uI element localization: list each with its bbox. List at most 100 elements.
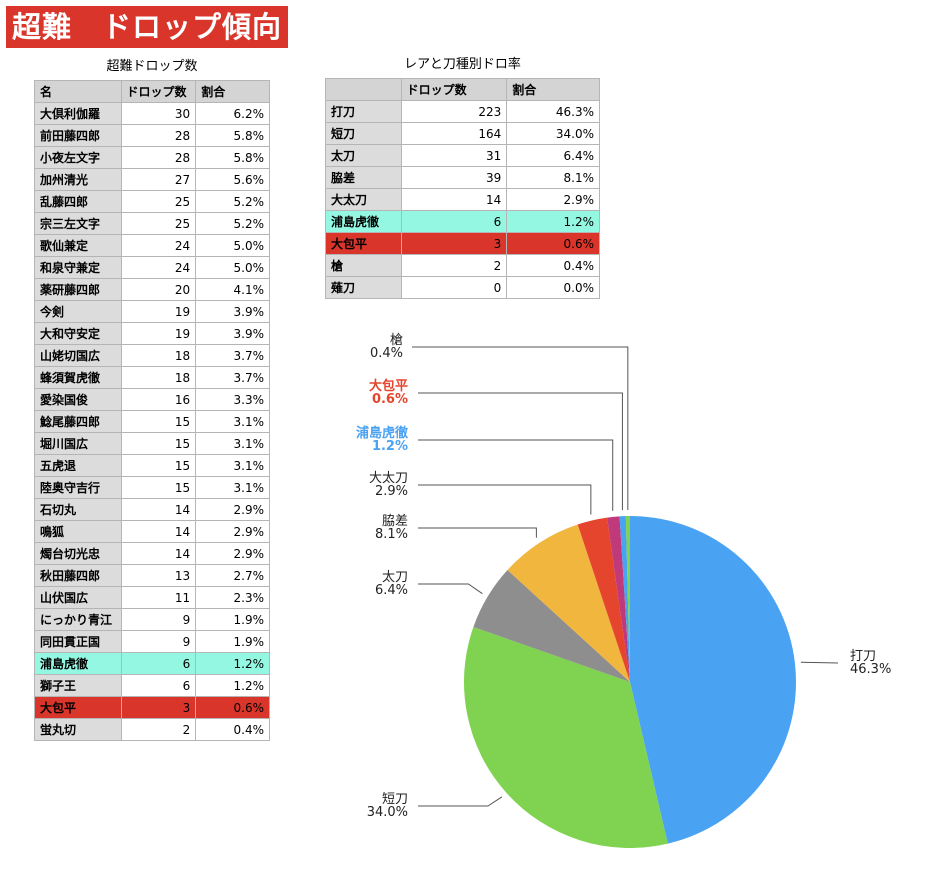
left-table-name-cell: 山伏国広 xyxy=(34,586,122,609)
left-table-pct-cell: 3.3% xyxy=(195,388,270,411)
left-table-row: 堀川国広 15 3.1% xyxy=(34,432,270,455)
left-table-pct-cell: 5.2% xyxy=(195,212,270,235)
right-table-count-cell: 0 xyxy=(400,276,508,299)
left-table-count-cell: 2 xyxy=(120,718,197,741)
left-table-count-cell: 9 xyxy=(120,608,197,631)
pie-label-4: 大太刀 xyxy=(369,471,408,486)
left-table-pct-cell: 5.0% xyxy=(195,234,270,257)
left-table-header-row: 名ドロップ数 割合 xyxy=(34,80,270,103)
left-table-pct-cell: 1.2% xyxy=(195,652,270,675)
right-table-row: 大包平 3 0.6% xyxy=(325,232,600,255)
left-table-row: 愛染国俊 16 3.3% xyxy=(34,388,270,411)
left-table-name-cell: 五虎退 xyxy=(34,454,122,477)
left-table-pct-cell: 4.1% xyxy=(195,278,270,301)
left-table-row: 薬研藤四郎 20 4.1% xyxy=(34,278,270,301)
pie-label-5: 浦島虎徹 xyxy=(356,425,409,441)
left-table-pct-cell: 3.9% xyxy=(195,300,270,323)
left-table-name-cell: 和泉守兼定 xyxy=(34,256,122,279)
right-table-pct-cell: 1.2% xyxy=(506,210,600,233)
left-table-count-cell: 6 xyxy=(120,674,197,697)
pie-label-1: 短刀 xyxy=(382,792,408,807)
left-table-header-cell: ドロップ数 xyxy=(120,80,197,103)
right-table-pct-cell: 6.4% xyxy=(506,144,600,167)
right-table-name-cell: 大包平 xyxy=(325,232,402,255)
left-table-count-cell: 19 xyxy=(120,300,197,323)
left-table-row: 歌仙兼定 24 5.0% xyxy=(34,234,270,257)
left-table-name-cell: 大和守安定 xyxy=(34,322,122,345)
left-table-count-cell: 28 xyxy=(120,124,197,147)
left-table-row: 山伏国広 11 2.3% xyxy=(34,586,270,609)
pie-label-0: 打刀 xyxy=(850,649,876,664)
pie-slice-2 xyxy=(473,569,630,682)
left-table-count-cell: 24 xyxy=(120,256,197,279)
pie-leader-line-3 xyxy=(418,527,537,538)
left-table-row: にっかり青江 9 1.9% xyxy=(34,608,270,631)
pie-label-2: 太刀 xyxy=(382,570,408,585)
left-table-pct-cell: 1.9% xyxy=(195,630,270,653)
pie-slice-0 xyxy=(630,516,796,844)
right-table-row: 薙刀 0 0.0% xyxy=(325,276,600,299)
left-table-name-cell: 薬研藤四郎 xyxy=(34,278,122,301)
left-table-pct-cell: 0.4% xyxy=(195,718,270,741)
right-table-name-cell: 大太刀 xyxy=(325,188,402,211)
right-table-pct-cell: 0.6% xyxy=(506,232,600,255)
left-table-row: 大和守安定 19 3.9% xyxy=(34,322,270,345)
left-table-count-cell: 18 xyxy=(120,344,197,367)
pie-pct-label-7: 0.4% xyxy=(370,346,403,361)
left-table-name-cell: 大包平 xyxy=(34,696,122,719)
left-table-pct-cell: 2.3% xyxy=(195,586,270,609)
left-table-name-cell: 鳴狐 xyxy=(34,520,122,543)
left-table-name-cell: 歌仙兼定 xyxy=(34,234,122,257)
left-table-row: 蛍丸切 2 0.4% xyxy=(34,718,270,741)
left-table-row: 燭台切光忠 14 2.9% xyxy=(34,542,270,565)
right-table-count-cell: 164 xyxy=(400,122,508,145)
left-table-count-cell: 25 xyxy=(120,212,197,235)
left-table-name-cell: 堀川国広 xyxy=(34,432,122,455)
right-table-pct-cell: 8.1% xyxy=(506,166,600,189)
right-table-pct-cell: 0.4% xyxy=(506,254,600,277)
left-table-pct-cell: 2.9% xyxy=(195,542,270,565)
left-table-count-cell: 25 xyxy=(120,190,197,213)
left-table-row: 宗三左文字 25 5.2% xyxy=(34,212,270,235)
right-table-name-cell: 打刀 xyxy=(325,100,402,123)
left-table-count-cell: 14 xyxy=(120,520,197,543)
right-table-name-cell: 脇差 xyxy=(325,166,402,189)
right-table-pct-cell: 46.3% xyxy=(506,100,600,123)
left-table-title: 超難ドロップ数 xyxy=(106,59,198,74)
right-table-row: 短刀 164 34.0% xyxy=(325,122,600,145)
left-table-count-cell: 11 xyxy=(120,586,197,609)
left-table-count-cell: 15 xyxy=(120,432,197,455)
left-table-count-cell: 28 xyxy=(120,146,197,169)
left-table-name-cell: 今剣 xyxy=(34,300,122,323)
left-table-name-cell: 山姥切国広 xyxy=(34,344,122,367)
left-table-pct-cell: 5.8% xyxy=(195,146,270,169)
right-table-row: 槍 2 0.4% xyxy=(325,254,600,277)
pie-pct-label-2: 6.4% xyxy=(375,583,408,598)
pie-slice-7 xyxy=(625,516,630,682)
left-table-pct-cell: 1.9% xyxy=(195,608,270,631)
left-table-row: 五虎退 15 3.1% xyxy=(34,454,270,477)
left-table-name-cell: 鯰尾藤四郎 xyxy=(34,410,122,433)
left-table-pct-cell: 5.2% xyxy=(195,190,270,213)
left-table-row: 鳴狐 14 2.9% xyxy=(34,520,270,543)
left-table-count-cell: 14 xyxy=(120,498,197,521)
pie-slice-6 xyxy=(619,516,630,682)
left-table-name-cell: 加州清光 xyxy=(34,168,122,191)
left-table-name-cell: 陸奥守吉行 xyxy=(34,476,122,499)
pie-pct-label-1: 34.0% xyxy=(367,805,408,820)
right-table-count-cell: 6 xyxy=(400,210,508,233)
left-table-count-cell: 14 xyxy=(120,542,197,565)
left-table-row: 陸奥守吉行 15 3.1% xyxy=(34,476,270,499)
left-table-count-cell: 6 xyxy=(120,652,197,675)
left-table-pct-cell: 3.1% xyxy=(195,432,270,455)
pie-slice-3 xyxy=(507,524,630,682)
left-table-pct-cell: 3.1% xyxy=(195,476,270,499)
left-table-pct-cell: 3.1% xyxy=(195,454,270,477)
right-table-count-cell: 14 xyxy=(400,188,508,211)
left-table-row: 乱藤四郎 25 5.2% xyxy=(34,190,270,213)
left-table-name-cell: 浦島虎徹 xyxy=(34,652,122,675)
pie-slice-1 xyxy=(463,626,668,848)
right-table-header-cell xyxy=(325,78,402,101)
left-table-row: 今剣 19 3.9% xyxy=(34,300,270,323)
